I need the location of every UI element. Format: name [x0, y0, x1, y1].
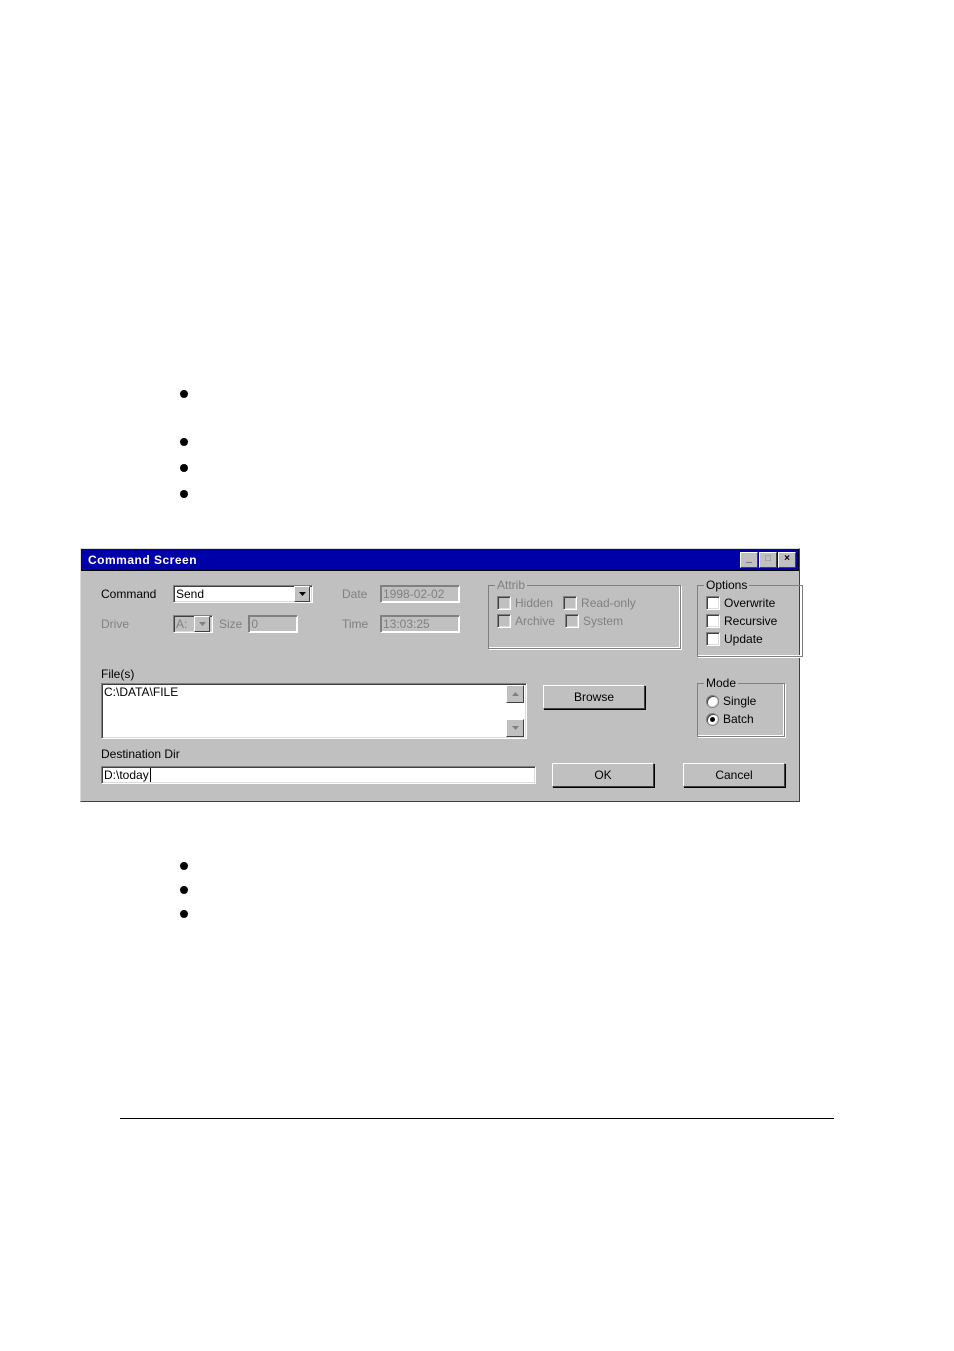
drive-value: A: [176, 616, 187, 632]
footer-rule [120, 1118, 834, 1119]
size-label: Size [219, 617, 242, 631]
option-recursive-checkbox[interactable]: Recursive [706, 614, 784, 628]
mode-batch-radio[interactable]: Batch [706, 712, 776, 726]
destdir-value: D:\today [104, 768, 149, 782]
attrib-hidden-checkbox: Hidden [497, 596, 553, 610]
mode-legend: Mode [704, 676, 738, 690]
checkbox-icon [497, 596, 511, 610]
browse-button[interactable]: Browse [543, 685, 645, 709]
files-listbox[interactable]: C:\DATA\FILE [101, 683, 527, 739]
scroll-up-icon[interactable] [506, 685, 524, 703]
window-title: Command Screen [84, 553, 197, 567]
attrib-archive-checkbox: Archive [497, 614, 555, 628]
attrib-readonly-label: Read-only [581, 596, 636, 610]
checkbox-icon[interactable] [706, 614, 720, 628]
files-label: File(s) [101, 667, 785, 681]
attrib-group: Attrib Hidden Read-only Archive [488, 585, 681, 649]
time-field: 13:03:25 [380, 615, 460, 633]
option-update-checkbox[interactable]: Update [706, 632, 784, 646]
bullet-dot [180, 390, 188, 398]
scroll-down-icon[interactable] [506, 719, 524, 737]
mode-batch-label: Batch [723, 712, 754, 726]
files-value: C:\DATA\FILE [104, 685, 178, 737]
upper-bullet-list [180, 390, 874, 498]
command-screen-dialog: Command Screen _ □ × Command Send [80, 548, 800, 802]
option-overwrite-label: Overwrite [724, 596, 775, 610]
size-field: 0 [248, 615, 298, 633]
dialog-body: Command Send Drive A: [81, 571, 799, 801]
bullet-dot [180, 910, 188, 918]
options-legend: Options [704, 578, 749, 592]
bullet-dot [180, 464, 188, 472]
date-field: 1998-02-02 [380, 585, 460, 603]
command-combo[interactable]: Send [173, 585, 313, 603]
dropdown-icon [194, 616, 210, 632]
close-button[interactable]: × [778, 552, 796, 568]
attrib-readonly-checkbox: Read-only [563, 596, 636, 610]
options-group: Options Overwrite Recursive Update [697, 585, 803, 657]
radio-icon[interactable] [706, 713, 719, 726]
window-buttons: _ □ × [739, 552, 796, 568]
option-recursive-label: Recursive [724, 614, 777, 628]
checkbox-icon [563, 596, 577, 610]
lower-bullet-list [180, 862, 874, 918]
destdir-field[interactable]: D:\today [101, 766, 536, 784]
option-overwrite-checkbox[interactable]: Overwrite [706, 596, 784, 610]
radio-icon[interactable] [706, 695, 719, 708]
bullet-dot [180, 886, 188, 894]
command-label: Command [101, 587, 167, 601]
mode-group: Mode Single Batch [697, 683, 785, 737]
dropdown-icon[interactable] [294, 586, 310, 602]
time-label: Time [342, 617, 374, 631]
minimize-button[interactable]: _ [740, 552, 758, 568]
checkbox-icon [497, 614, 511, 628]
attrib-archive-label: Archive [515, 614, 555, 628]
option-update-label: Update [724, 632, 763, 646]
destdir-label: Destination Dir [101, 747, 785, 761]
bullet-dot [180, 438, 188, 446]
maximize-button: □ [759, 552, 777, 568]
attrib-legend: Attrib [495, 578, 527, 592]
checkbox-icon[interactable] [706, 596, 720, 610]
drive-combo: A: [173, 615, 213, 633]
ok-button[interactable]: OK [552, 763, 654, 787]
date-label: Date [342, 587, 374, 601]
checkbox-icon[interactable] [706, 632, 720, 646]
attrib-system-checkbox: System [565, 614, 623, 628]
checkbox-icon [565, 614, 579, 628]
mode-single-radio[interactable]: Single [706, 694, 776, 708]
titlebar[interactable]: Command Screen _ □ × [81, 549, 799, 571]
cancel-button[interactable]: Cancel [683, 763, 785, 787]
mode-single-label: Single [723, 694, 756, 708]
command-value: Send [176, 586, 204, 602]
bullet-dot [180, 490, 188, 498]
drive-label: Drive [101, 617, 167, 631]
attrib-hidden-label: Hidden [515, 596, 553, 610]
attrib-system-label: System [583, 614, 623, 628]
bullet-dot [180, 862, 188, 870]
